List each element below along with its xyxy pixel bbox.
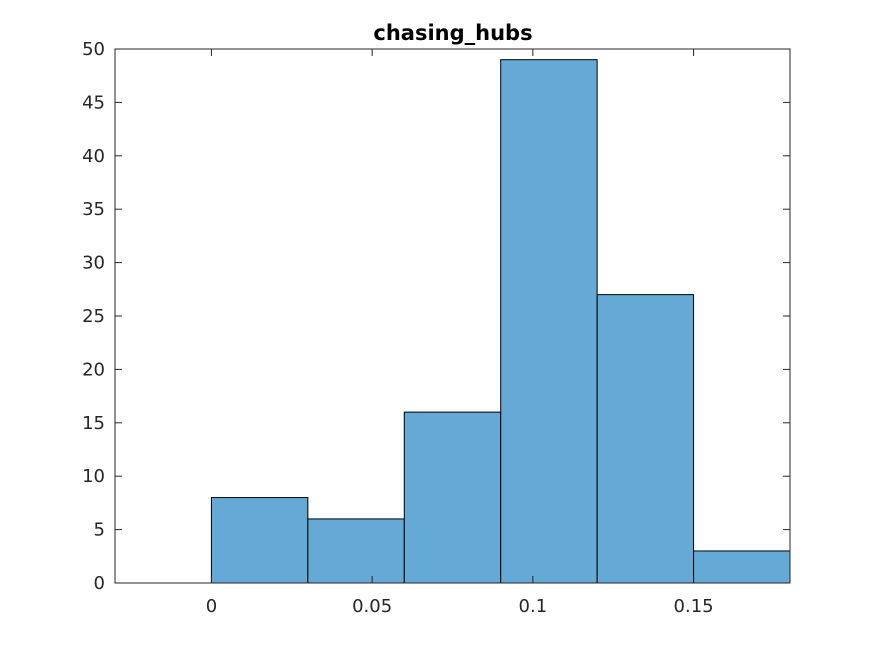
y-tick-label: 50 [82,39,105,60]
histogram-bar [307,518,405,584]
histogram-bar [403,411,502,584]
x-tick-label: 0 [206,596,217,617]
y-tick-label: 30 [82,253,105,274]
y-tick-label: 45 [82,92,105,113]
x-tick-label: 0.05 [352,596,392,617]
y-tick-label: 20 [82,359,105,380]
y-tick-label: 15 [82,413,105,434]
histogram-bar [596,294,695,584]
y-tick-label: 40 [82,146,105,167]
histogram-bar [500,59,598,584]
histogram-bar [693,550,791,584]
y-tick-label: 25 [82,306,105,327]
x-tick-label: 0.15 [674,596,714,617]
chart-title: chasing_hubs [373,21,532,45]
histogram-bar [210,497,309,584]
y-tick-label: 35 [82,199,105,220]
bars-group [210,59,791,584]
x-tick-label: 0.1 [519,596,548,617]
y-tick-label: 0 [94,573,105,594]
y-tick-label: 10 [82,466,105,487]
y-tick-label: 5 [94,520,105,541]
ticks-group: 0 5 10 15 20 25 30 35 40 45 50 0 0.05 0.1 0.15 [82,39,790,617]
